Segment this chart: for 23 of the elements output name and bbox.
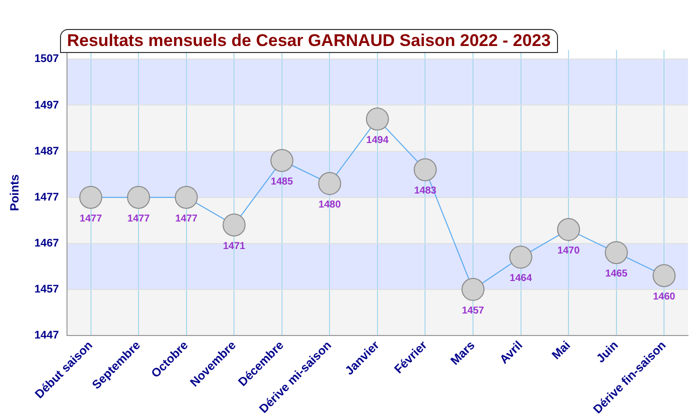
data-label: 1465	[605, 268, 628, 280]
data-label: 1494	[366, 135, 389, 146]
data-label: 1471	[222, 240, 246, 252]
x-tick-label: Mai	[548, 338, 574, 362]
chart-title: Resultats mensuels de Cesar GARNAUD Saison 2022 - 2023	[60, 29, 558, 53]
y-tick-label: 1447	[34, 329, 59, 342]
data-label: 1477	[80, 213, 102, 224]
data-label: 1477	[127, 213, 150, 224]
y-tick-label: 1487	[34, 145, 59, 158]
data-label: 1464	[510, 273, 532, 284]
data-label: 1477	[175, 213, 198, 224]
x-tick-label: Juin	[593, 338, 621, 366]
y-tick-label: 1507	[34, 53, 59, 66]
y-tick-label: 1477	[34, 191, 59, 204]
data-label: 1480	[318, 200, 342, 211]
y-tick-label: 1457	[34, 283, 59, 296]
y-tick-label: 1467	[34, 237, 59, 250]
y-axis-title: Points	[8, 174, 22, 212]
data-label: 1470	[557, 246, 580, 257]
data-label: 1460	[652, 292, 676, 303]
data-label: 1485	[270, 176, 294, 188]
data-label: 1457	[462, 305, 485, 316]
y-tick-label: 1497	[34, 99, 59, 112]
